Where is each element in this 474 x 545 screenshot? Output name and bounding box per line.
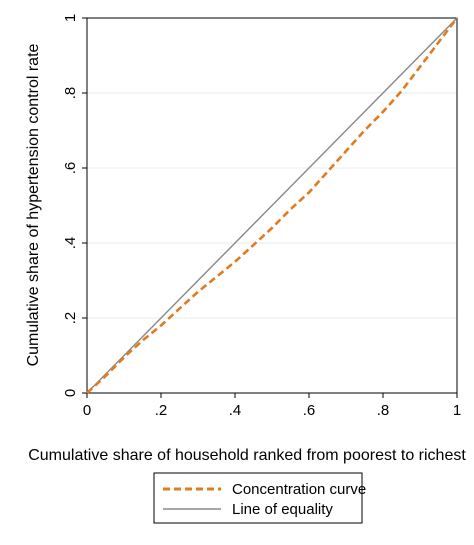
- y-axis-ticks: 0 .2 .4 .6 .8 1: [62, 14, 87, 397]
- x-tick-label: .8: [377, 402, 390, 419]
- x-axis-ticks: 0 .2 .4 .6 .8 1: [83, 393, 461, 419]
- legend: Concentration curve Line of equality: [153, 472, 366, 524]
- y-tick-label: .8: [62, 87, 79, 100]
- y-tick-label: 0: [62, 389, 79, 397]
- x-axis-title: Cumulative share of household ranked fro…: [28, 447, 466, 464]
- series-layer: [86, 17, 459, 394]
- series-line-line-of-equality: [86, 17, 458, 394]
- legend-label-line-of-equality: Line of equality: [232, 501, 333, 518]
- y-tick-label: 1: [62, 14, 79, 22]
- y-tick-label: .6: [62, 162, 79, 175]
- x-tick-label: 0: [83, 402, 91, 419]
- series-line-concentration-curve: [86, 17, 459, 394]
- plot-frame: [86, 17, 458, 394]
- y-tick-label: .2: [62, 312, 79, 325]
- x-tick-label: .2: [155, 402, 168, 419]
- legend-box: [153, 472, 363, 524]
- y-axis-title: Cumulative share of hypertension control…: [25, 43, 42, 366]
- x-tick-label: 1: [453, 402, 461, 419]
- y-tick-label: .4: [62, 237, 79, 250]
- x-tick-label: .4: [229, 402, 242, 419]
- x-tick-label: .6: [303, 402, 316, 419]
- legend-label-concentration-curve: Concentration curve: [232, 481, 366, 498]
